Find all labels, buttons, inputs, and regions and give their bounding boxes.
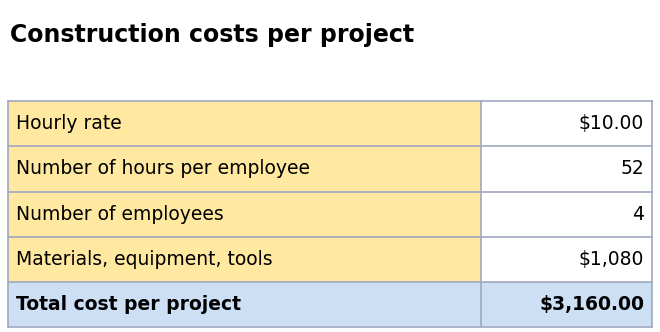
Bar bbox=[8, 146, 481, 192]
Bar bbox=[8, 192, 481, 237]
Text: Construction costs per project: Construction costs per project bbox=[10, 23, 414, 47]
Text: 52: 52 bbox=[620, 159, 644, 179]
Bar bbox=[481, 101, 652, 146]
Bar bbox=[8, 101, 481, 146]
Text: Hourly rate: Hourly rate bbox=[16, 114, 121, 133]
Text: Materials, equipment, tools: Materials, equipment, tools bbox=[16, 250, 273, 269]
Bar bbox=[481, 146, 652, 192]
Text: $10.00: $10.00 bbox=[579, 114, 644, 133]
Bar bbox=[481, 237, 652, 282]
Bar bbox=[481, 282, 652, 327]
Text: 4: 4 bbox=[632, 205, 644, 224]
Text: Number of hours per employee: Number of hours per employee bbox=[16, 159, 310, 179]
Text: Number of employees: Number of employees bbox=[16, 205, 224, 224]
Text: $3,160.00: $3,160.00 bbox=[539, 295, 644, 314]
Bar bbox=[8, 282, 481, 327]
Bar bbox=[8, 237, 481, 282]
Bar bbox=[481, 192, 652, 237]
Text: Total cost per project: Total cost per project bbox=[16, 295, 241, 314]
Text: $1,080: $1,080 bbox=[579, 250, 644, 269]
